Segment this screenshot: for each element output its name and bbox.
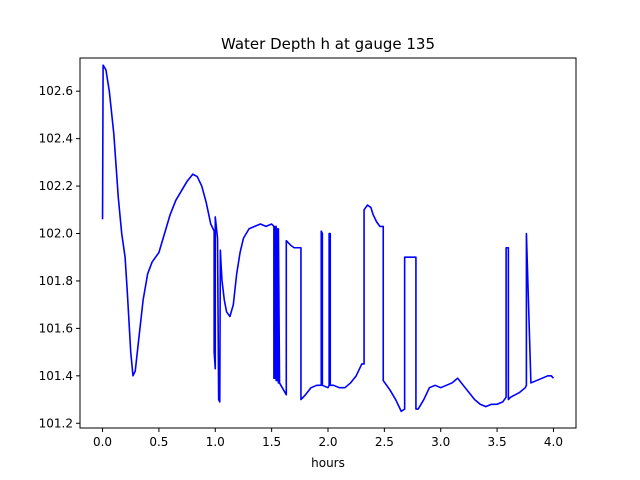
y-tick-label: 102.6 bbox=[39, 84, 73, 98]
y-tick-label: 101.6 bbox=[39, 321, 73, 335]
x-tick-label: 4.0 bbox=[544, 435, 563, 449]
y-tick-label: 102.4 bbox=[39, 132, 73, 146]
x-tick-label: 3.5 bbox=[488, 435, 507, 449]
x-tick-label: 3.0 bbox=[431, 435, 450, 449]
y-tick-label: 101.8 bbox=[39, 274, 73, 288]
x-tick-label: 2.5 bbox=[375, 435, 394, 449]
plot-area bbox=[101, 64, 555, 413]
x-tick-label: 2.0 bbox=[318, 435, 337, 449]
x-axis-label: hours bbox=[311, 456, 345, 470]
x-tick-label: 1.5 bbox=[262, 435, 281, 449]
x-axis: 0.0 0.5 1.0 1.5 2.0 2.5 3.0 3.5 4.0 bbox=[93, 428, 563, 449]
y-tick-label: 102.2 bbox=[39, 179, 73, 193]
plot-frame bbox=[79, 57, 577, 429]
y-tick-label: 101.4 bbox=[39, 369, 73, 383]
x-tick-label: 0.5 bbox=[149, 435, 168, 449]
x-tick-label: 0.0 bbox=[93, 435, 112, 449]
y-tick-label: 101.2 bbox=[39, 416, 73, 430]
chart-title: Water Depth h at gauge 135 bbox=[221, 35, 435, 53]
series-line-0 bbox=[101, 64, 555, 413]
y-tick-label: 102.0 bbox=[39, 227, 73, 241]
x-tick-label: 1.0 bbox=[206, 435, 225, 449]
y-axis: 101.2 101.4 101.6 101.8 102.0 102.2 102.4 102.6 bbox=[39, 84, 80, 430]
